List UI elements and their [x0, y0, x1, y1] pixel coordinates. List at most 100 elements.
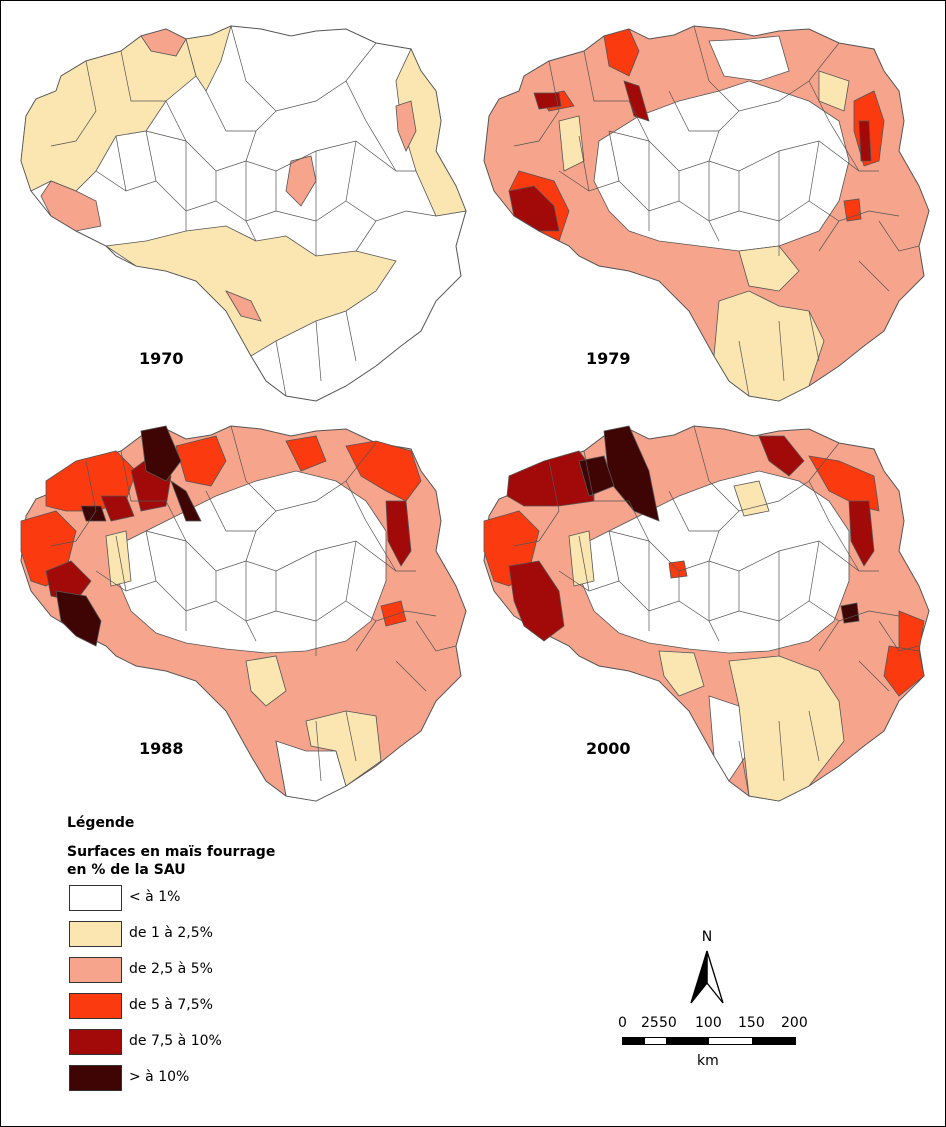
region-patch [728, 655, 845, 802]
map-1970: 1970 [16, 21, 471, 416]
region-patch [115, 470, 387, 654]
scale-bar: 0 25 50 100 150 200 km [613, 1015, 813, 1075]
region-patch [883, 645, 925, 697]
scale-tick-label: 25 [641, 1015, 659, 1031]
legend-swatch [69, 993, 122, 1019]
scale-tick-label: 100 [695, 1015, 722, 1031]
region-patch [708, 695, 750, 782]
map-1988-svg [20, 425, 467, 802]
legend-item: de 1 à 2,5% [67, 921, 367, 957]
scale-segment [752, 1038, 795, 1044]
scale-tick-label: 150 [738, 1015, 765, 1031]
map-year-label: 2000 [586, 739, 631, 758]
north-arrow: N [687, 929, 727, 1005]
scale-segment [666, 1038, 709, 1044]
region-patch [395, 100, 417, 152]
map-year-label: 1970 [139, 349, 184, 368]
region-patch [508, 560, 565, 642]
scale-tick-label: 50 [659, 1015, 677, 1031]
region-patch [245, 655, 287, 707]
scale-tick-label: 0 [618, 1015, 627, 1031]
region-patch [578, 455, 615, 497]
region-patch [843, 198, 862, 222]
region-patch [185, 25, 232, 92]
region-patch [175, 435, 227, 487]
scale-tick-label: 200 [781, 1015, 808, 1031]
legend-item: < à 1% [67, 885, 367, 921]
legend-label: de 7,5 à 10% [129, 1033, 222, 1049]
region-patch [104, 225, 397, 357]
legend-label: > à 10% [129, 1069, 190, 1085]
region-patch [708, 35, 790, 82]
legend-item: de 5 à 7,5% [67, 993, 367, 1029]
legend: Légende Surfaces en maïs fourrage en % d… [67, 815, 367, 1101]
legend-label: de 1 à 2,5% [129, 925, 213, 941]
scale-bar-segments [622, 1037, 796, 1045]
region-patch [80, 505, 107, 522]
scale-segment [645, 1038, 666, 1044]
legend-label: < à 1% [129, 889, 181, 905]
region-patch [738, 245, 800, 292]
map-year-label: 1988 [139, 739, 184, 758]
region-patch [140, 425, 182, 482]
region-borders [513, 425, 920, 797]
legend-label: de 2,5 à 5% [129, 961, 213, 977]
legend-item: > à 10% [67, 1065, 367, 1101]
map-2000: 2000 [479, 421, 934, 816]
map-1979: 1979 [479, 21, 934, 416]
scale-unit: km [697, 1053, 719, 1069]
region-patch [818, 70, 850, 112]
region-patch [55, 590, 102, 647]
scale-segment [709, 1038, 752, 1044]
region-patch [345, 440, 422, 502]
region-patch [848, 500, 875, 567]
region-patch [713, 290, 825, 402]
legend-item: de 7,5 à 10% [67, 1029, 367, 1065]
region-patch [840, 602, 860, 624]
north-label: N [701, 929, 713, 945]
map-2000-svg [483, 425, 930, 802]
legend-swatch [69, 885, 122, 911]
legend-item: de 2,5 à 5% [67, 957, 367, 993]
legend-subtitle: Surfaces en maïs fourrage en % de la SAU [67, 843, 367, 879]
map-1988: 1988 [16, 421, 471, 816]
region-patch [385, 500, 412, 567]
legend-subtitle-line: Surfaces en maïs fourrage [67, 844, 276, 860]
region-patch [568, 530, 595, 587]
legend-label: de 5 à 7,5% [129, 997, 213, 1013]
map-1979-svg [483, 25, 930, 402]
region-patch [578, 470, 850, 654]
region-patch [758, 435, 805, 477]
region-patch [508, 185, 560, 232]
legend-title: Légende [67, 815, 135, 831]
region-patch [558, 115, 585, 172]
region-patch [658, 650, 705, 697]
region-patch [380, 600, 407, 627]
region-patch [506, 450, 595, 507]
legend-subtitle-line: en % de la SAU [67, 862, 186, 878]
map-1970-svg [20, 25, 467, 402]
legend-swatch [69, 1029, 122, 1055]
map-year-label: 1979 [586, 349, 631, 368]
north-arrow-icon [690, 950, 724, 1004]
region-patch [858, 120, 872, 162]
region-patch [140, 28, 187, 57]
region-patch [225, 290, 262, 322]
legend-swatch [69, 1065, 122, 1091]
region-patch [105, 530, 132, 587]
region-borders [50, 425, 457, 797]
region-patch [285, 435, 327, 472]
region-borders [513, 25, 920, 397]
legend-swatch [69, 921, 122, 947]
region-patch [100, 495, 135, 522]
region-patch [808, 455, 880, 512]
scale-segment [623, 1038, 645, 1044]
region-patch [170, 479, 202, 522]
region-patch [40, 180, 102, 232]
region-patch [603, 28, 640, 77]
region-patch [285, 155, 317, 207]
region-borders [50, 25, 437, 397]
region-patch [305, 710, 382, 787]
region-patch [733, 480, 770, 517]
